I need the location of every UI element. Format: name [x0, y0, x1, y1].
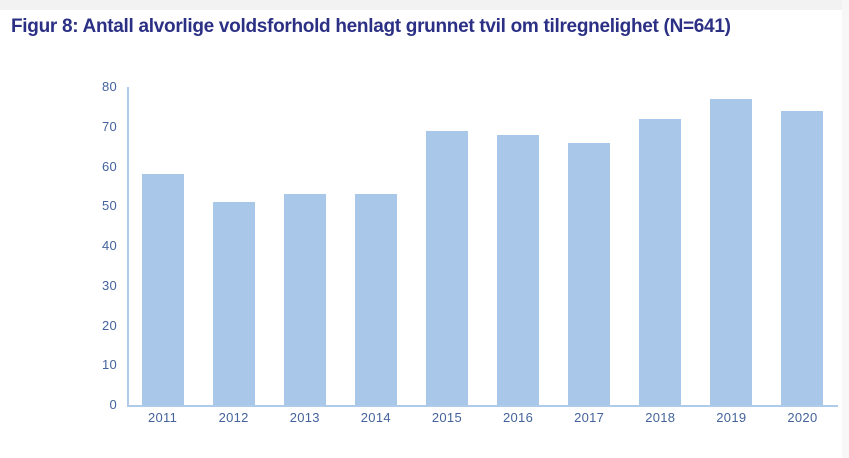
x-axis-tick-labels: 2011 2012 2013 2014 2015 2016 2017 2018 2019 2020 — [127, 410, 838, 430]
x-tick-label-2018: 2018 — [645, 410, 676, 425]
y-tick-label-40: 40 — [101, 238, 117, 253]
y-tick-label-10: 10 — [101, 357, 117, 373]
y-tick-label-30: 30 — [101, 277, 117, 293]
bar-2019 — [710, 98, 753, 405]
x-tick-label-2015: 2015 — [431, 410, 462, 425]
bar-2012 — [212, 202, 255, 405]
bar-2020 — [781, 110, 824, 405]
y-axis-tick-labels: 0 10 20 30 40 50 60 70 80 — [0, 79, 117, 412]
bar-2017 — [568, 142, 611, 405]
y-tick-label-80: 80 — [101, 79, 117, 94]
bar-2013 — [283, 194, 326, 405]
y-tick-label-60: 60 — [101, 158, 117, 174]
bar-2016 — [497, 134, 540, 405]
top-edge-strip — [0, 0, 849, 10]
right-edge-strip — [842, 0, 849, 458]
bar-2015 — [425, 130, 468, 405]
bar-2011 — [141, 174, 184, 405]
x-tick-label-2016: 2016 — [502, 410, 534, 425]
y-tick-label-50: 50 — [101, 198, 117, 214]
bar-2014 — [354, 194, 397, 405]
x-tick-label-2019: 2019 — [716, 410, 747, 425]
bar-2018 — [639, 118, 682, 405]
x-tick-label-2020: 2020 — [787, 410, 818, 425]
plot-area — [127, 87, 838, 407]
x-tick-label-2011: 2011 — [147, 410, 178, 425]
y-axis-line — [127, 87, 129, 407]
y-tick-label-70: 70 — [101, 118, 117, 134]
y-tick-label-0: 0 — [109, 397, 117, 412]
x-tick-label-2012: 2012 — [218, 410, 249, 425]
x-axis-line — [127, 405, 838, 407]
x-tick-label-2013: 2013 — [289, 410, 320, 425]
figure-title: Figur 8: Antall alvorlige voldsforhold h… — [11, 16, 731, 37]
x-tick-label-2017: 2017 — [574, 410, 605, 425]
x-tick-label-2014: 2014 — [360, 410, 391, 425]
y-tick-label-20: 20 — [101, 317, 117, 333]
